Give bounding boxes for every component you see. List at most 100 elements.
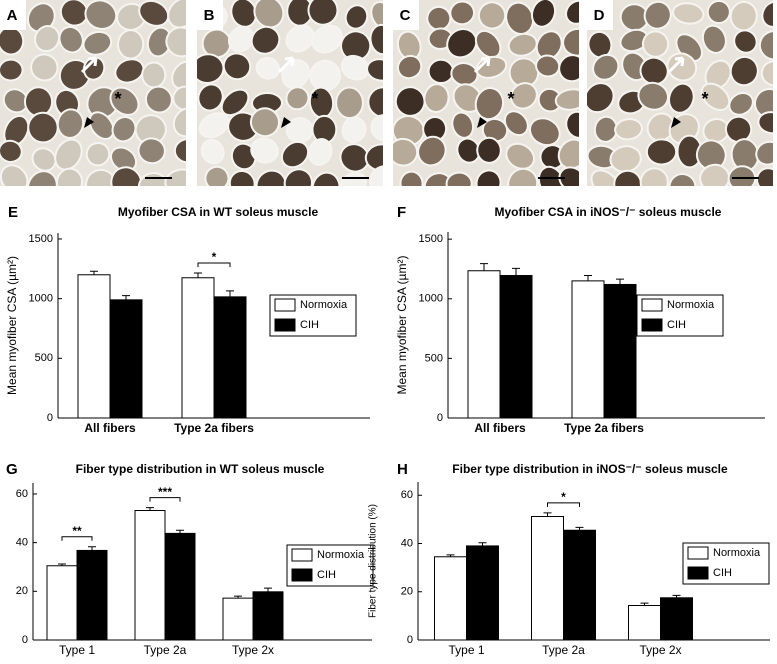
fiber <box>82 30 113 56</box>
fiber <box>220 88 250 117</box>
fiber <box>311 24 343 54</box>
fiber <box>198 112 230 139</box>
legend-label: Normoxia <box>317 549 365 561</box>
legend-swatch <box>641 298 663 312</box>
fiber <box>706 0 731 25</box>
error-bar <box>640 602 649 606</box>
micrograph: A* <box>0 0 186 186</box>
fiber <box>85 141 111 167</box>
bar <box>571 280 605 419</box>
fiber <box>637 81 669 111</box>
error-bar <box>194 272 202 278</box>
fiber <box>507 32 538 57</box>
fiber <box>756 167 773 186</box>
significance-label: * <box>212 250 217 264</box>
y-tick-label: 0 <box>407 634 413 646</box>
fiber <box>558 166 579 186</box>
asterisk: * <box>507 89 514 109</box>
bar <box>499 275 533 419</box>
asterisk: * <box>701 89 708 109</box>
fiber <box>311 171 341 186</box>
error-bar <box>672 594 681 598</box>
x-tick-label: All fibers <box>474 421 526 435</box>
micrograph: C* <box>393 0 579 186</box>
fiber <box>477 1 507 30</box>
y-tick-label: 40 <box>401 537 413 549</box>
white-arrow <box>667 56 685 74</box>
error-bar <box>478 542 487 546</box>
fiber <box>590 169 620 186</box>
fiber <box>451 111 475 139</box>
error-bar <box>176 529 184 534</box>
y-tick-label: 1500 <box>419 233 443 245</box>
y-axis-label: Fiber type distribution (%) <box>368 504 379 618</box>
fiber <box>760 60 773 87</box>
panel-label: A <box>7 7 18 24</box>
fiber <box>565 110 579 139</box>
y-tick-label: 500 <box>425 352 443 364</box>
fiber <box>761 0 773 28</box>
fiber <box>757 111 773 135</box>
fiber <box>171 60 186 90</box>
fiber <box>613 169 643 186</box>
fiber <box>200 138 225 165</box>
error-bar <box>446 554 455 557</box>
fiber <box>565 0 579 25</box>
black-arrowhead <box>281 117 291 128</box>
y-tick-label: 1500 <box>29 233 53 245</box>
fiber <box>507 167 539 186</box>
panel-label: G <box>6 461 18 478</box>
fiber <box>558 54 579 83</box>
bar <box>467 270 501 419</box>
fiber <box>672 2 705 25</box>
fiber <box>253 0 285 29</box>
fiber <box>172 85 186 111</box>
error-bar <box>584 275 592 281</box>
fiber <box>228 169 256 186</box>
micrograph: B* <box>197 0 383 186</box>
bar <box>164 532 196 641</box>
error-bar <box>480 263 488 271</box>
error-bar <box>58 563 66 566</box>
cells <box>587 0 773 186</box>
x-tick-label: Type 2x <box>232 643 274 657</box>
error-bar <box>122 295 130 300</box>
bar <box>252 591 284 641</box>
legend-label: CIH <box>300 319 319 331</box>
x-tick-label: Type 2a fibers <box>564 421 644 435</box>
bar <box>134 510 166 641</box>
fiber <box>366 58 383 82</box>
fiber <box>283 168 313 186</box>
black-arrowhead <box>84 117 94 128</box>
significance-label: *** <box>158 485 172 499</box>
fiber <box>111 116 137 143</box>
legend-label: CIH <box>713 567 732 579</box>
legend-swatch <box>291 548 313 562</box>
fiber <box>396 54 423 80</box>
fiber <box>446 28 478 59</box>
fiber <box>639 167 669 186</box>
significance-bracket <box>197 262 231 267</box>
cells <box>0 0 186 186</box>
fiber <box>417 135 447 167</box>
panel-label: E <box>8 204 18 221</box>
fiber <box>341 116 367 144</box>
y-axis-label: Mean myofiber CSA (µm²) <box>5 256 19 395</box>
bar <box>213 296 247 419</box>
fiber <box>307 0 339 26</box>
fiber <box>88 111 115 140</box>
micrograph: D* <box>587 0 773 186</box>
fiber <box>474 87 505 121</box>
panel-label: H <box>397 461 408 478</box>
x-tick-label: Type 2a fibers <box>174 421 254 435</box>
label-box <box>587 0 613 30</box>
fiber <box>423 83 450 113</box>
fiber <box>557 138 579 170</box>
fiber <box>110 146 138 173</box>
error-bar <box>90 270 98 275</box>
fiber <box>505 142 536 170</box>
fiber <box>138 0 170 27</box>
fiber <box>508 57 540 89</box>
fiber <box>109 86 140 116</box>
fiber <box>344 4 369 30</box>
